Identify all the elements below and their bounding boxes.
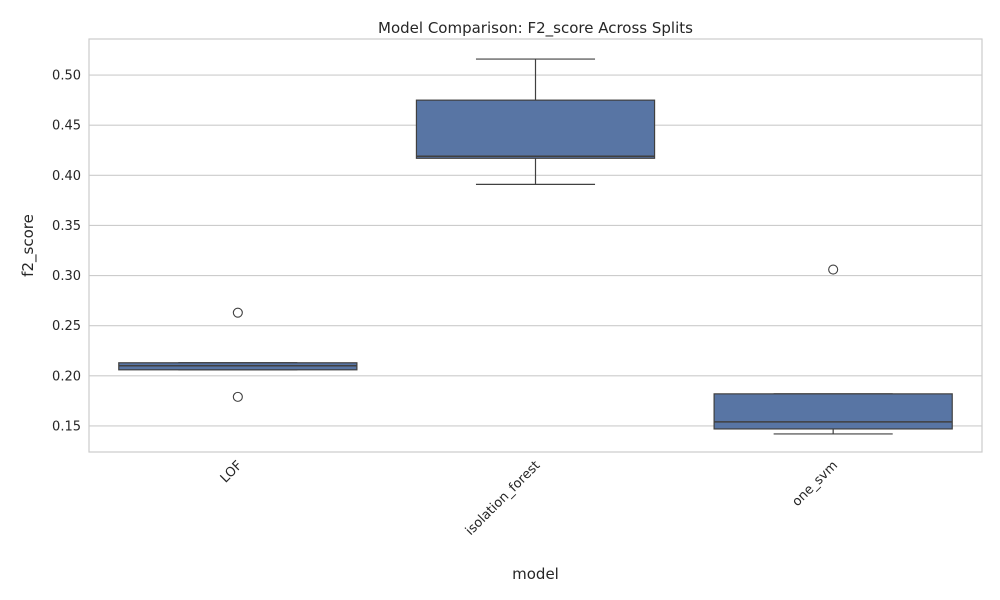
- y-tick-label: 0.40: [52, 169, 81, 184]
- y-tick-label: 0.25: [52, 319, 81, 334]
- outlier-point: [828, 264, 839, 275]
- boxes: [118, 58, 953, 435]
- y-axis-label: f2_score: [19, 214, 38, 277]
- y-tick-label: 0.15: [52, 419, 81, 434]
- y-tick-label: 0.20: [52, 369, 81, 384]
- chart-title: Model Comparison: F2_score Across Splits: [378, 19, 693, 38]
- box-isolation_forest: [415, 58, 656, 185]
- box-one_svm: [713, 264, 953, 435]
- x-tick-label: LOF: [218, 458, 246, 486]
- outlier-point: [232, 307, 243, 318]
- box-iqr: [713, 393, 953, 430]
- outlier-point: [232, 391, 243, 402]
- y-tick-label: 0.50: [52, 69, 81, 84]
- y-tick-label: 0.35: [52, 219, 81, 234]
- y-tick-label: 0.30: [52, 269, 81, 284]
- x-tick-label: isolation_forest: [463, 458, 543, 538]
- y-tick-labels: 0.15 0.20 0.25 0.30 0.35 0.40 0.45 0.50: [52, 69, 81, 435]
- x-tick-label: one_svm: [789, 458, 840, 509]
- x-axis-label: model: [512, 565, 559, 583]
- y-tick-label: 0.45: [52, 119, 81, 134]
- x-tick-labels: LOF isolation_forest one_svm: [218, 458, 841, 538]
- box-iqr: [415, 99, 656, 159]
- box-LOF: [118, 307, 358, 402]
